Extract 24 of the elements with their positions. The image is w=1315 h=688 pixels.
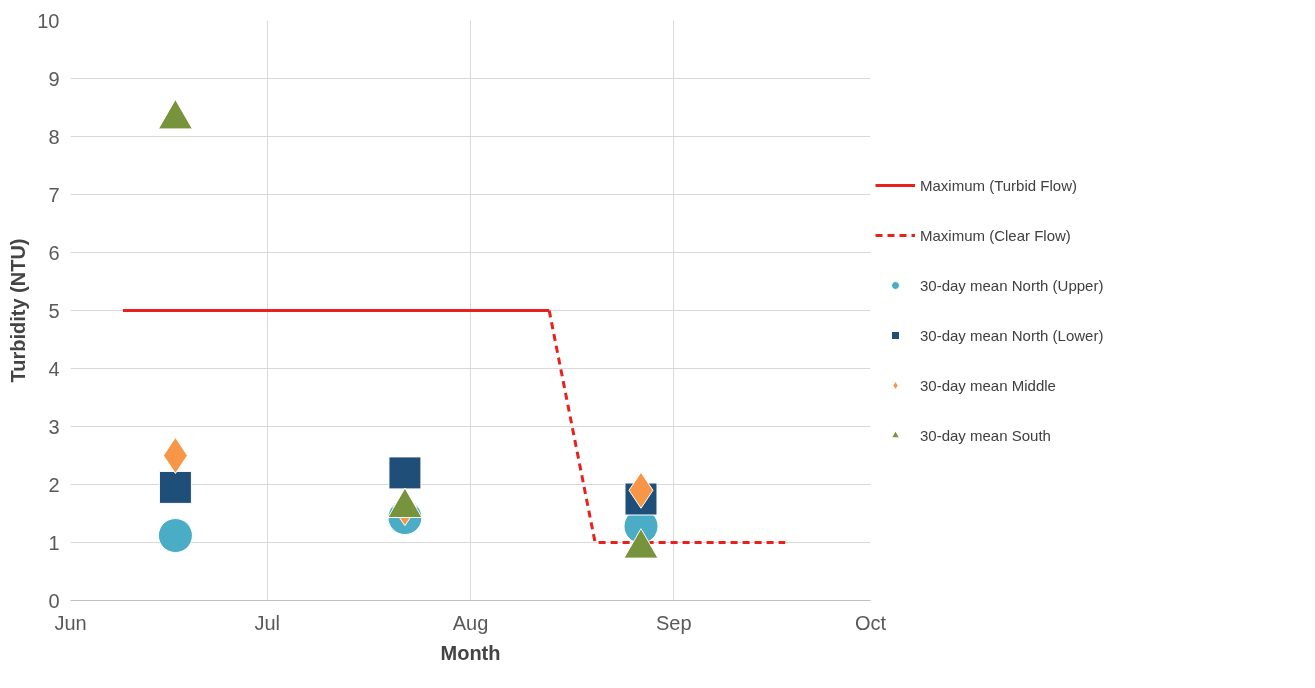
x-tick-label: Jun bbox=[54, 611, 87, 634]
legend-label: 30-day mean Middle bbox=[920, 376, 1056, 394]
legend-label: 30-day mean North (Upper) bbox=[920, 276, 1104, 294]
y-tick-label: 4 bbox=[48, 357, 60, 380]
x-axis-title: Month bbox=[440, 641, 501, 664]
y-tick-label: 7 bbox=[48, 183, 60, 206]
y-tick-label: 1 bbox=[48, 531, 60, 554]
y-tick-label: 3 bbox=[48, 415, 60, 438]
legend-label: Maximum (Turbid Flow) bbox=[920, 176, 1077, 194]
x-tick-label: Aug bbox=[452, 611, 489, 634]
legend-label: 30-day mean North (Lower) bbox=[920, 326, 1104, 344]
legend-label: 30-day mean South bbox=[920, 426, 1051, 444]
y-tick-label: 10 bbox=[37, 9, 60, 32]
y-tick-label: 9 bbox=[48, 67, 60, 90]
legend-label: Maximum (Clear Flow) bbox=[920, 226, 1071, 244]
y-tick-label: 2 bbox=[48, 473, 60, 496]
x-tick-label: Oct bbox=[854, 611, 887, 634]
x-tick-label: Jul bbox=[254, 611, 281, 634]
y-tick-label: 8 bbox=[48, 125, 60, 148]
y-tick-label: 6 bbox=[48, 241, 60, 264]
x-tick-label: Sep bbox=[655, 611, 692, 634]
y-tick-label: 0 bbox=[48, 589, 60, 612]
y-axis-title: Turbidity (NTU) bbox=[7, 238, 30, 383]
y-tick-label: 5 bbox=[48, 299, 60, 322]
